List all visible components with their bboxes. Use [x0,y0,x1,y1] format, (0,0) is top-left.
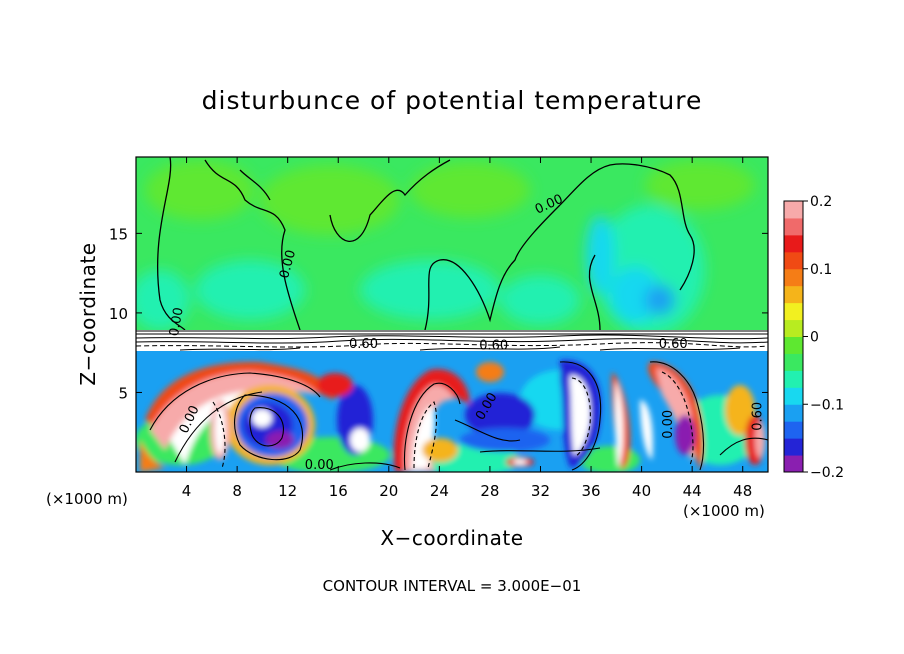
contour-label: 0.00 [277,248,299,280]
colorbar-segment [784,285,803,304]
colorbar-segment [784,421,803,439]
x-tick-label: 4 [182,482,192,500]
colorbar-segment [784,353,803,371]
x-unit-label-right: (×1000 m) [683,502,765,520]
x-axis-ticks: 4 8 12 16 20 24 28 32 36 40 44 48 [182,157,752,500]
colorbar-segment [784,251,803,270]
colorbar-segment [784,201,803,219]
colorbar-segment [784,438,803,456]
colorbar-segment [784,319,803,337]
colorbar-tick-label: −0.1 [810,397,844,413]
x-axis-label: X−coordinate [380,526,524,550]
colorbar: 0.2 0.1 0 −0.1 −0.2 [783,194,844,481]
y-tick-label: 10 [109,305,128,323]
contour-label: 0.60 [659,337,688,352]
colorbar-tick-label: 0 [810,330,819,346]
x-tick-label: 12 [278,482,297,500]
x-tick-label: 20 [379,482,398,500]
x-tick-label: 28 [480,482,499,500]
x-tick-label: 40 [632,482,651,500]
colorbar-segment [784,370,803,388]
contour-interval-note: CONTOUR INTERVAL = 3.000E−01 [322,577,582,595]
y-tick-label: 5 [118,384,128,402]
x-tick-label: 48 [733,482,752,500]
x-tick-label: 16 [329,482,348,500]
colorbar-segment [784,217,803,236]
x-tick-label: 24 [430,482,449,500]
upper-field [136,157,768,330]
x-unit-label-left: (×1000 m) [46,490,128,508]
contour-label: 0.00 [661,410,676,439]
contour-label: 0.00 [305,458,334,473]
lower-field [136,351,768,472]
plot-frame [135,156,769,473]
colorbar-segment [784,336,803,354]
colorbar-segment [784,455,803,473]
colorbar-segment [784,302,803,321]
y-axis-label: Z−coordinate [76,242,100,386]
colorbar-tick-label: −0.2 [810,465,844,481]
y-tick-label: 15 [109,225,128,243]
contour-label: 0.60 [751,402,766,431]
contour-label: 0.00 [167,306,187,337]
colorbar-tick-label: 0.2 [810,194,832,210]
contour-label: 0.60 [479,339,508,354]
contour-label: 0.60 [349,337,378,352]
colorbar-tick-label: 0.1 [810,262,832,278]
colorbar-segment [784,268,803,287]
x-tick-label: 32 [531,482,550,500]
x-tick-label: 36 [581,482,600,500]
x-tick-label: 44 [683,482,702,500]
y-axis-ticks: 5 10 15 [109,225,768,402]
tropopause-band [135,330,769,351]
colorbar-segment [784,387,803,405]
colorbar-segment [784,234,803,253]
chart-title: disturbunce of potential temperature [201,86,703,115]
colorbar-segment [784,404,803,422]
x-tick-label: 8 [232,482,242,500]
